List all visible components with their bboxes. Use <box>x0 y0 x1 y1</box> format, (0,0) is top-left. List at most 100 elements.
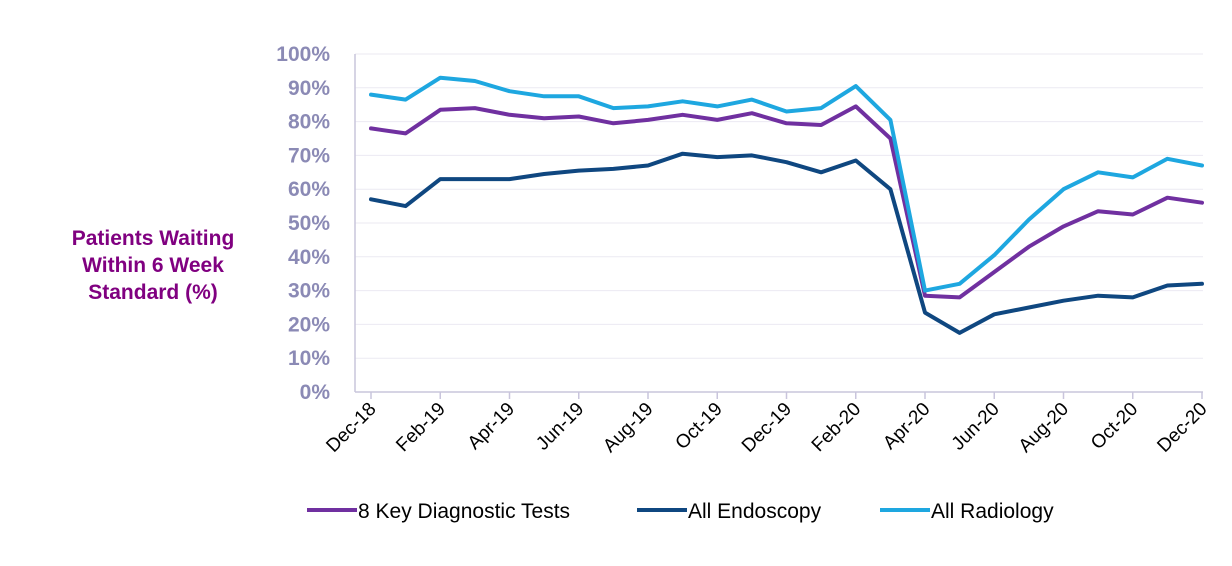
data-point <box>819 170 823 174</box>
data-point <box>715 155 719 159</box>
y-tick-label: 30% <box>288 280 330 303</box>
data-point <box>785 160 789 164</box>
data-point <box>542 172 546 176</box>
data-point <box>1062 299 1066 303</box>
data-point <box>1200 201 1204 205</box>
data-point <box>785 109 789 113</box>
data-point <box>508 89 512 93</box>
data-point <box>404 98 408 102</box>
data-point <box>785 121 789 125</box>
data-point <box>473 79 477 83</box>
data-point <box>611 121 615 125</box>
y-tick-label: 50% <box>288 212 330 235</box>
data-point <box>404 204 408 208</box>
legend-label: All Radiology <box>931 500 1054 523</box>
data-point <box>611 106 615 110</box>
data-point <box>715 118 719 122</box>
data-point <box>577 94 581 98</box>
x-tick-label: Apr-20 <box>879 399 934 454</box>
data-point <box>369 93 373 97</box>
data-point <box>750 153 754 157</box>
y-tick-label: 40% <box>288 246 330 269</box>
data-point <box>1131 295 1135 299</box>
series-line-0 <box>369 104 1204 300</box>
data-point <box>646 118 650 122</box>
x-axis-ticks: Dec-18 Feb-19 Apr-19 Jun-19 Aug-19 Oct-19 Dec-… <box>322 392 1212 457</box>
data-point <box>1096 294 1100 298</box>
y-tick-label: 10% <box>288 347 330 370</box>
legend: 8 Key Diagnostic Tests All Endoscopy All R… <box>307 500 1054 523</box>
data-point <box>646 164 650 168</box>
data-point <box>923 289 927 293</box>
x-tick-label: Dec-20 <box>1153 399 1211 457</box>
x-tick-label: Oct-19 <box>672 399 727 454</box>
data-point <box>473 106 477 110</box>
data-point <box>1062 224 1066 228</box>
data-point <box>750 98 754 102</box>
series-line-1 <box>369 151 1204 335</box>
data-point <box>923 311 927 315</box>
axes <box>354 54 1203 393</box>
data-point <box>888 187 892 191</box>
y-axis-title: Patients Waiting Within 6 Week Standard (%… <box>72 227 235 304</box>
x-tick-label: Aug-20 <box>1015 399 1073 457</box>
data-point <box>992 270 996 274</box>
x-tick-label: Dec-18 <box>322 399 380 457</box>
data-point <box>1027 218 1031 222</box>
data-point <box>854 84 858 88</box>
data-point <box>958 282 962 286</box>
data-point <box>958 331 962 335</box>
y-axis-title-line: Standard (%) <box>88 281 218 304</box>
y-tick-label: 90% <box>288 77 330 100</box>
x-tick-label: Aug-19 <box>599 399 657 457</box>
data-point <box>1131 175 1135 179</box>
series-line-2 <box>369 75 1204 293</box>
data-point <box>681 99 685 103</box>
data-point <box>923 294 927 298</box>
data-point <box>819 106 823 110</box>
x-tick-label: Oct-20 <box>1087 399 1142 454</box>
data-point <box>646 104 650 108</box>
y-tick-label: 0% <box>300 381 331 404</box>
legend-label: All Endoscopy <box>688 500 822 523</box>
y-tick-label: 60% <box>288 178 330 201</box>
data-point <box>1062 187 1066 191</box>
x-tick-label: Feb-19 <box>392 399 449 456</box>
y-tick-label: 100% <box>276 43 330 66</box>
data-point <box>438 177 442 181</box>
y-axis-title-line: Patients Waiting <box>72 227 235 250</box>
data-point <box>854 158 858 162</box>
data-point <box>854 104 858 108</box>
data-point <box>1200 282 1204 286</box>
data-point <box>438 108 442 112</box>
data-point <box>750 111 754 115</box>
y-axis-title-line: Within 6 Week <box>82 254 224 277</box>
data-point <box>611 167 615 171</box>
x-tick-label: Jun-19 <box>532 399 588 455</box>
x-tick-label: Feb-20 <box>808 399 865 456</box>
data-point <box>1027 306 1031 310</box>
data-point <box>404 131 408 135</box>
legend-label: 8 Key Diagnostic Tests <box>358 500 570 523</box>
x-tick-label: Apr-19 <box>464 399 519 454</box>
x-tick-label: Jun-20 <box>948 399 1004 455</box>
x-tick-label: Dec-19 <box>738 399 796 457</box>
data-point <box>888 137 892 141</box>
data-point <box>819 123 823 127</box>
y-tick-label: 80% <box>288 111 330 134</box>
data-point <box>1096 170 1100 174</box>
y-tick-label: 20% <box>288 313 330 336</box>
y-axis-ticks: 0% 10% 20% 30% 40% 50% 60% 70% 80% 90% 100% <box>276 43 330 404</box>
data-point <box>369 126 373 130</box>
data-point <box>1131 213 1135 217</box>
data-point <box>1165 196 1169 200</box>
data-point <box>508 113 512 117</box>
data-point <box>542 94 546 98</box>
data-point <box>1165 284 1169 288</box>
data-point <box>369 197 373 201</box>
data-point <box>992 253 996 257</box>
data-point <box>1165 157 1169 161</box>
data-point <box>958 295 962 299</box>
